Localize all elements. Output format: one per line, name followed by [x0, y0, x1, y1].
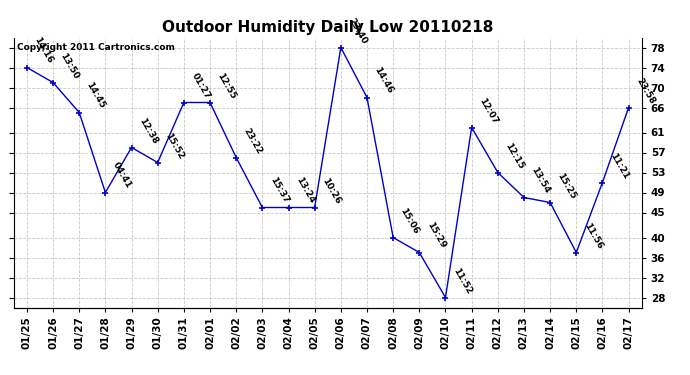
Text: 15:52: 15:52 [164, 131, 186, 160]
Text: 13:50: 13:50 [59, 51, 81, 80]
Text: 15:06: 15:06 [399, 206, 421, 236]
Text: 14:45: 14:45 [85, 81, 107, 110]
Text: 10:26: 10:26 [320, 176, 342, 206]
Text: 15:25: 15:25 [555, 171, 578, 200]
Text: 12:15: 12:15 [504, 141, 526, 170]
Text: 11:56: 11:56 [582, 221, 604, 251]
Text: 12:07: 12:07 [477, 96, 500, 125]
Text: 01:27: 01:27 [190, 71, 212, 100]
Text: 12:38: 12:38 [137, 116, 159, 146]
Text: 14:46: 14:46 [373, 66, 395, 95]
Text: 13:24: 13:24 [294, 176, 316, 206]
Text: 23:40: 23:40 [346, 16, 368, 45]
Text: 11:21: 11:21 [608, 151, 630, 180]
Title: Outdoor Humidity Daily Low 20110218: Outdoor Humidity Daily Low 20110218 [162, 20, 493, 35]
Text: Copyright 2011 Cartronics.com: Copyright 2011 Cartronics.com [17, 43, 175, 52]
Text: 23:58: 23:58 [634, 76, 656, 105]
Text: 15:29: 15:29 [425, 221, 447, 251]
Text: 15:37: 15:37 [268, 176, 290, 206]
Text: 11:52: 11:52 [451, 266, 473, 296]
Text: 04:41: 04:41 [111, 161, 133, 190]
Text: 23:22: 23:22 [241, 126, 264, 155]
Text: 14:16: 14:16 [32, 36, 55, 65]
Text: 13:54: 13:54 [529, 166, 552, 195]
Text: 12:55: 12:55 [215, 71, 237, 100]
